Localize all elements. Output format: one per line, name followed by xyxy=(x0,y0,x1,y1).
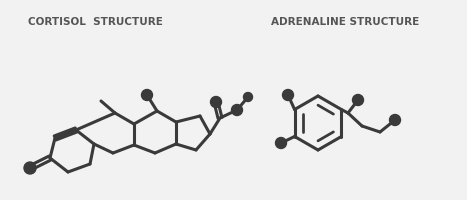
Circle shape xyxy=(389,114,401,126)
Circle shape xyxy=(24,162,36,174)
Circle shape xyxy=(243,92,253,102)
Circle shape xyxy=(283,90,293,100)
Circle shape xyxy=(353,95,363,106)
Text: CORTISOL  STRUCTURE: CORTISOL STRUCTURE xyxy=(28,17,163,27)
Text: ADRENALINE STRUCTURE: ADRENALINE STRUCTURE xyxy=(271,17,419,27)
Circle shape xyxy=(142,90,153,100)
Circle shape xyxy=(211,97,221,108)
Circle shape xyxy=(232,104,242,116)
Circle shape xyxy=(276,138,286,148)
